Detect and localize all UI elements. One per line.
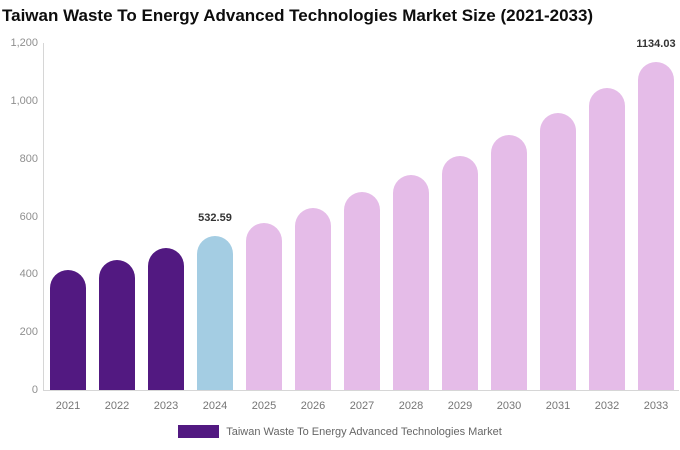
legend-label: Taiwan Waste To Energy Advanced Technolo… — [226, 425, 502, 438]
x-axis-label-2032: 2032 — [594, 400, 620, 412]
value-label-2024: 532.59 — [198, 212, 232, 224]
bar-2031[interactable] — [540, 113, 576, 390]
x-axis-label-2033: 2033 — [643, 400, 669, 412]
x-axis: 2021 2022 2023 2024 2025 2026 2027 2028 2029 2030… — [44, 399, 680, 415]
bar-2026[interactable] — [295, 208, 331, 390]
chart-title: Taiwan Waste To Energy Advanced Technolo… — [2, 6, 594, 25]
value-label-2033: 1134.03 — [636, 38, 676, 50]
x-axis-label-2030: 2030 — [496, 400, 522, 412]
y-axis-tick-label: 1,200 — [10, 37, 38, 49]
y-axis-tick-label: 600 — [19, 210, 38, 223]
bar-2022[interactable] — [99, 260, 135, 390]
x-axis-label-2021: 2021 — [55, 400, 81, 412]
bar-2024[interactable] — [197, 236, 233, 390]
x-axis-label-2028: 2028 — [398, 400, 424, 412]
x-axis-label-2024: 2024 — [202, 400, 228, 412]
legend-swatch-icon — [178, 425, 220, 438]
x-axis-label-2026: 2026 — [300, 400, 326, 412]
y-axis: 0 200 400 600 800 1,000 1,200 — [0, 37, 38, 396]
bar-2029[interactable] — [442, 156, 478, 390]
bar-2025[interactable] — [246, 223, 282, 390]
y-axis-tick-label: 0 — [31, 384, 38, 396]
plot-area: 532.59 1134.03 — [43, 38, 679, 391]
x-axis-label-2031: 2031 — [545, 400, 571, 412]
legend-item[interactable]: Taiwan Waste To Energy Advanced Technolo… — [178, 425, 502, 438]
y-axis-tick-label: 800 — [19, 152, 38, 165]
x-axis-label-2022: 2022 — [104, 400, 130, 412]
bar-2027[interactable] — [344, 192, 380, 390]
bar-2021[interactable] — [50, 270, 86, 390]
legend: Taiwan Waste To Energy Advanced Technolo… — [0, 425, 680, 438]
bar-2032[interactable] — [589, 88, 625, 390]
y-axis-tick-label: 1,000 — [10, 94, 38, 107]
x-axis-label-2027: 2027 — [349, 400, 375, 412]
y-axis-tick-label: 400 — [19, 268, 38, 281]
bar-2030[interactable] — [491, 135, 527, 390]
x-axis-label-2029: 2029 — [447, 400, 473, 412]
x-axis-label-2023: 2023 — [153, 400, 179, 412]
bar-2023[interactable] — [148, 248, 184, 390]
y-axis-tick-label: 200 — [19, 326, 38, 339]
bar-2033[interactable] — [638, 62, 674, 390]
x-axis-label-2025: 2025 — [251, 400, 277, 412]
bar-2028[interactable] — [393, 175, 429, 390]
